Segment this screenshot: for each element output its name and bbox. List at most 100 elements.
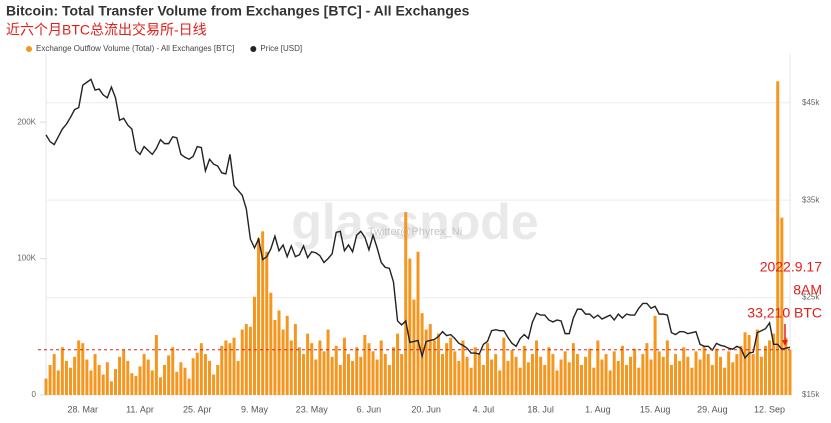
bar: [383, 354, 387, 395]
x-tick-label: 25. Apr: [183, 404, 212, 414]
legend-marker: [26, 46, 32, 52]
bar: [530, 354, 534, 395]
bar: [449, 337, 453, 395]
bar: [543, 364, 547, 395]
bar: [723, 367, 727, 395]
bar: [338, 364, 342, 395]
bar: [269, 292, 273, 395]
bar: [77, 340, 81, 395]
y-tick-label: 100K: [17, 254, 36, 263]
bar: [727, 351, 731, 395]
bar: [302, 354, 306, 395]
bar: [293, 324, 297, 395]
bar: [412, 299, 416, 395]
bar: [653, 315, 657, 395]
bar: [445, 343, 449, 395]
bar: [347, 354, 351, 395]
x-tick-label: 23. May: [296, 404, 329, 414]
bar: [682, 347, 686, 395]
bar: [89, 370, 93, 395]
bar: [641, 354, 645, 395]
bar: [248, 326, 252, 395]
bar: [220, 345, 224, 395]
bar: [277, 310, 281, 395]
bar: [146, 359, 150, 395]
bar: [183, 367, 187, 395]
bar: [109, 381, 113, 395]
bar: [126, 360, 130, 395]
bar: [216, 364, 220, 395]
bar: [326, 329, 330, 395]
bar: [297, 347, 301, 395]
bar: [113, 369, 117, 395]
bar: [604, 354, 608, 395]
bar: [588, 348, 592, 395]
bar: [416, 251, 420, 395]
bar: [175, 371, 179, 395]
bar: [477, 354, 481, 395]
bar: [645, 343, 649, 395]
bar: [252, 296, 256, 395]
x-tick-label: 4. Jul: [473, 404, 495, 414]
bar: [101, 374, 105, 395]
bar: [510, 349, 514, 395]
bar: [678, 360, 682, 395]
bar: [759, 356, 763, 395]
bar: [212, 374, 216, 395]
bar: [649, 359, 653, 395]
bar: [747, 334, 751, 395]
bar: [240, 329, 244, 395]
bar: [461, 340, 465, 395]
bar: [763, 345, 767, 395]
y-tick-label: 200K: [17, 117, 36, 126]
x-tick-label: 20. Jun: [411, 404, 441, 414]
bar: [436, 333, 440, 395]
bar: [473, 347, 477, 395]
bar: [322, 351, 326, 395]
bar: [52, 354, 56, 395]
bar: [596, 340, 600, 395]
bar: [367, 343, 371, 395]
legend-label: Exchange Outflow Volume (Total) - All Ex…: [36, 44, 234, 53]
bar: [163, 364, 167, 395]
bar: [612, 351, 616, 395]
bar: [567, 362, 571, 395]
bar: [122, 349, 126, 395]
bar: [351, 360, 355, 395]
bar: [522, 345, 526, 395]
bar: [629, 356, 633, 395]
bar: [710, 364, 714, 395]
bar: [400, 354, 404, 395]
bar: [105, 362, 109, 395]
bar: [396, 333, 400, 395]
bar: [404, 212, 408, 395]
bar: [281, 329, 285, 395]
bar: [375, 359, 379, 395]
bar: [379, 340, 383, 395]
bar: [751, 354, 755, 395]
bar: [616, 360, 620, 395]
bar: [502, 337, 506, 395]
bar: [674, 354, 678, 395]
bar: [441, 354, 445, 395]
bar: [575, 354, 579, 395]
bar: [261, 231, 265, 395]
bar: [706, 354, 710, 395]
bar: [694, 351, 698, 395]
x-tick-label: 12. Sep: [754, 404, 785, 414]
bar: [555, 370, 559, 395]
bar: [714, 348, 718, 395]
bar: [97, 364, 101, 395]
bar: [69, 367, 73, 395]
x-tick-label: 29. Aug: [697, 404, 728, 414]
y2-tick-label: $45k: [802, 98, 820, 107]
bar: [584, 356, 588, 395]
bar: [624, 364, 628, 395]
y2-tick-label: $25k: [802, 293, 820, 302]
bar: [755, 329, 759, 395]
bar: [154, 334, 158, 395]
bar: [244, 324, 248, 395]
bar: [490, 359, 494, 395]
bar: [73, 356, 77, 395]
